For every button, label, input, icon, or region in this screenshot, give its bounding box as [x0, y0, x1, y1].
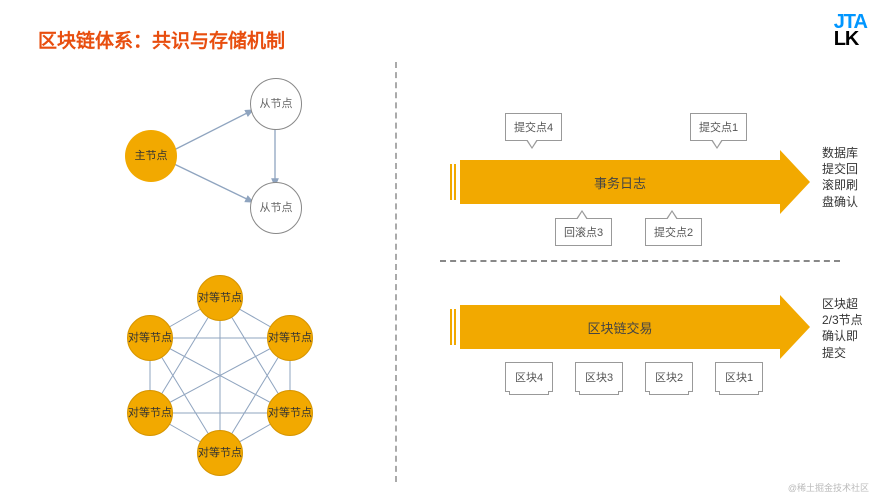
- commit-point-4: 提交点4: [505, 113, 562, 141]
- block-3: 区块3: [575, 362, 623, 392]
- master-node: 主节点: [125, 130, 177, 182]
- db-side-note: 数据库提交回滚即刷盘确认: [822, 145, 864, 210]
- logo: JTA LK: [834, 14, 867, 48]
- arrow-label: 区块链交易: [587, 318, 652, 337]
- slave-node-1: 从节点: [250, 78, 302, 130]
- master-slave-diagram: 主节点 从节点 从节点: [125, 70, 335, 230]
- peer-node: 对等节点: [127, 390, 173, 436]
- rollback-point-3: 回滚点3: [555, 218, 612, 246]
- peer-node: 对等节点: [267, 390, 313, 436]
- block-1: 区块1: [715, 362, 763, 392]
- footer-credit: @稀土掘金技术社区: [788, 481, 869, 494]
- peer-node: 对等节点: [197, 430, 243, 476]
- peer-node: 对等节点: [267, 315, 313, 361]
- commit-point-2: 提交点2: [645, 218, 702, 246]
- transaction-log-arrow: 事务日志: [460, 160, 780, 204]
- chain-side-note: 区块超2/3节点确认即提交: [822, 296, 864, 361]
- peer-mesh-diagram: 对等节点 对等节点 对等节点 对等节点 对等节点 对等节点: [110, 268, 330, 478]
- block-4: 区块4: [505, 362, 553, 392]
- page-title: 区块链体系：共识与存储机制: [38, 26, 285, 53]
- logo-line2: LK: [834, 31, 867, 48]
- arrow-label: 事务日志: [594, 173, 646, 192]
- commit-point-1: 提交点1: [690, 113, 747, 141]
- peer-node: 对等节点: [197, 275, 243, 321]
- vertical-divider: [395, 62, 397, 482]
- horizontal-divider: [440, 260, 840, 262]
- blockchain-tx-arrow: 区块链交易: [460, 305, 780, 349]
- peer-node: 对等节点: [127, 315, 173, 361]
- slave-node-2: 从节点: [250, 182, 302, 234]
- block-2: 区块2: [645, 362, 693, 392]
